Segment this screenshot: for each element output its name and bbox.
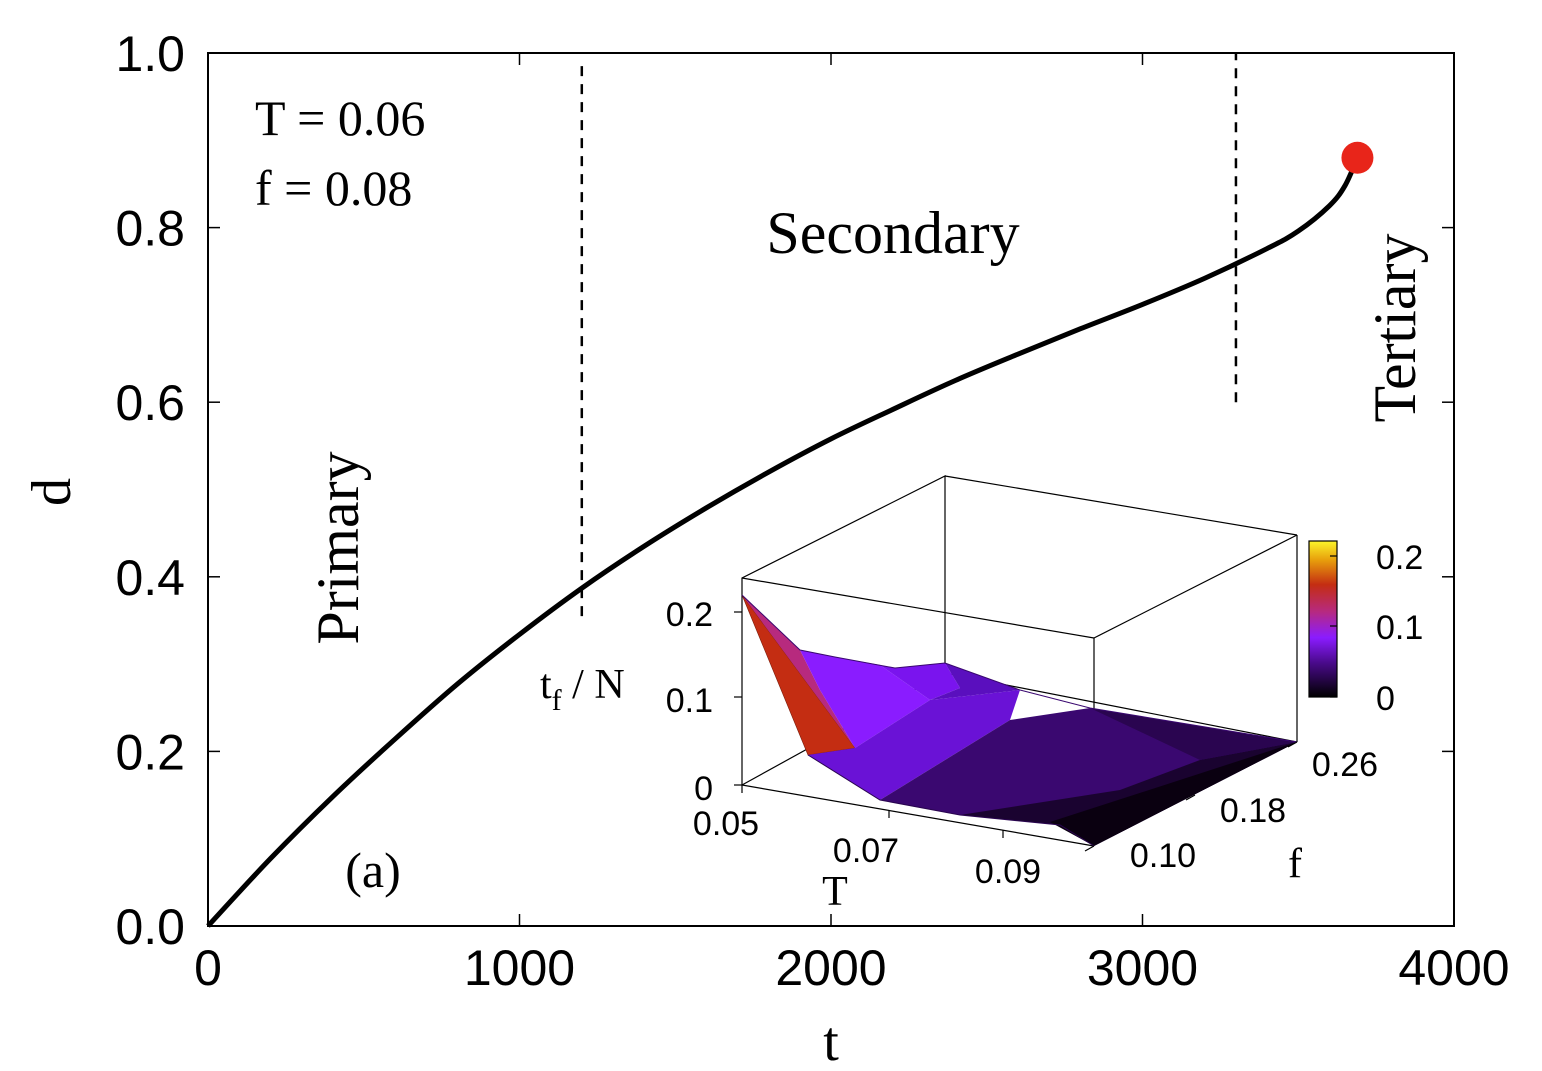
main-series xyxy=(206,141,1374,928)
failure-point xyxy=(1341,141,1374,174)
inset-z-title: tf / N xyxy=(540,662,625,717)
colorbar-tick: 0.1 xyxy=(1376,609,1423,647)
inset-y-tick: 0.26 xyxy=(1312,746,1378,784)
inset-z-tick: 0.1 xyxy=(666,682,713,720)
y-tick-label: 0.4 xyxy=(115,550,185,606)
inset-surface xyxy=(741,594,1298,847)
x-tick-label: 0 xyxy=(194,940,222,996)
y-tick-label: 0.8 xyxy=(115,201,185,257)
inset-x-tick: 0.07 xyxy=(833,832,899,870)
x-tick-label: 4000 xyxy=(1398,940,1509,996)
colorbar-ticks xyxy=(1330,555,1337,698)
inset-x-tick: 0.09 xyxy=(975,853,1041,891)
param-f-label: f = 0.08 xyxy=(255,160,412,216)
series-line xyxy=(206,156,1360,928)
inset-x-title: T xyxy=(822,869,848,915)
main-axes: 0 1000 2000 3000 4000 0.0 0.2 0.4 0.6 0.8 1.0 xyxy=(115,26,1509,996)
y-tick-label: 1.0 xyxy=(115,26,185,82)
y-tick-label: 0.0 xyxy=(115,899,185,955)
colorbar-tick: 0 xyxy=(1376,680,1395,718)
inset-y-tick: 0.18 xyxy=(1220,792,1286,830)
y-axis-title: d xyxy=(21,478,83,506)
colorbar-tick: 0.2 xyxy=(1376,539,1423,577)
inset-y-tick: 0.10 xyxy=(1130,837,1196,875)
colorbar xyxy=(1308,540,1338,698)
inset-z-tick: 0.2 xyxy=(666,596,713,634)
secondary-label: Secondary xyxy=(766,200,1019,266)
x-tick-label: 2000 xyxy=(775,940,886,996)
y-tick-label: 0.2 xyxy=(115,724,185,780)
x-tick-label: 1000 xyxy=(464,940,575,996)
phase-boundaries xyxy=(580,53,1238,617)
primary-label: Primary xyxy=(305,451,371,644)
y-tick-label: 0.6 xyxy=(115,375,185,431)
tertiary-label: Tertiary xyxy=(1362,233,1428,422)
param-T-label: T = 0.06 xyxy=(255,90,425,146)
inset-ticks xyxy=(734,611,1298,852)
panel-label: (a) xyxy=(345,842,401,898)
inset-x-tick: 0.05 xyxy=(693,805,759,843)
inset-y-title: f xyxy=(1288,841,1302,887)
inset-surface-plot: 0 0.1 0.2 0.05 0.07 0.09 0.10 0.18 0.26 … xyxy=(540,475,1423,915)
inset-z-tick: 0 xyxy=(694,770,713,808)
x-tick-label: 3000 xyxy=(1087,940,1198,996)
x-axis-title: t xyxy=(823,1011,839,1071)
